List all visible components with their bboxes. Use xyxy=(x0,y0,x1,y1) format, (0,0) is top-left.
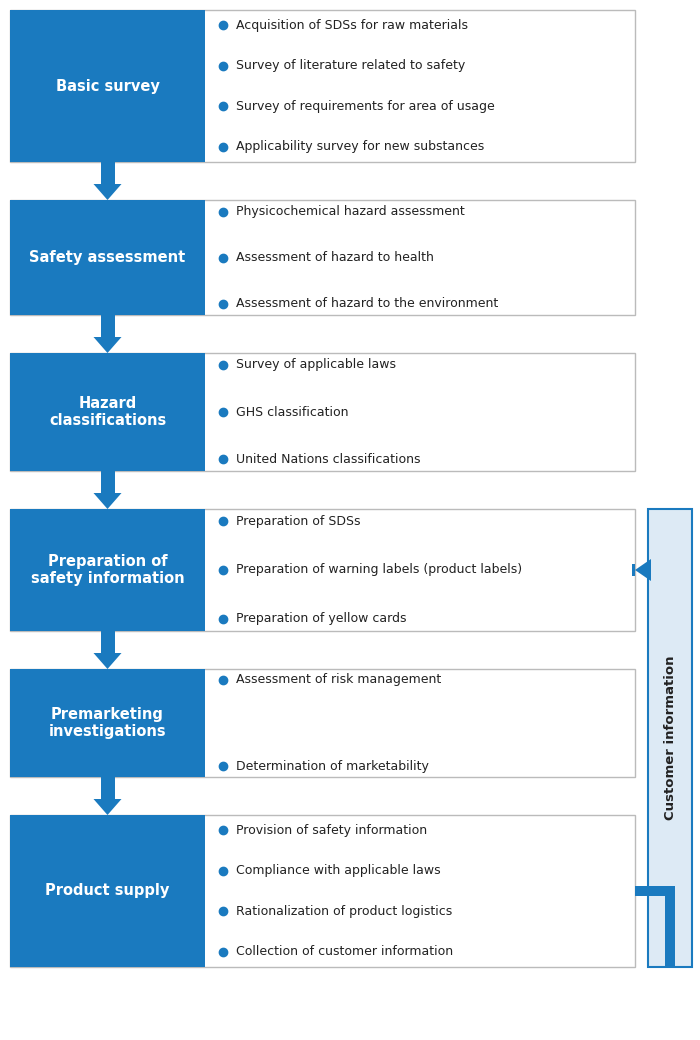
Text: GHS classification: GHS classification xyxy=(236,406,349,418)
Text: Survey of applicable laws: Survey of applicable laws xyxy=(236,359,396,371)
Text: Provision of safety information: Provision of safety information xyxy=(236,824,427,837)
Bar xyxy=(10,353,635,471)
Bar xyxy=(665,891,675,967)
Bar xyxy=(10,669,635,777)
Text: Product supply: Product supply xyxy=(46,884,169,899)
Text: Assessment of hazard to the environment: Assessment of hazard to the environment xyxy=(236,297,498,310)
Text: Physicochemical hazard assessment: Physicochemical hazard assessment xyxy=(236,205,465,218)
Text: Assessment of hazard to health: Assessment of hazard to health xyxy=(236,251,434,264)
Bar xyxy=(10,669,205,777)
Polygon shape xyxy=(94,184,122,200)
Text: Hazard
classifications: Hazard classifications xyxy=(49,396,166,428)
Text: Preparation of
safety information: Preparation of safety information xyxy=(31,553,184,587)
Bar xyxy=(10,10,205,162)
Bar xyxy=(101,162,115,184)
Polygon shape xyxy=(94,653,122,669)
Text: Determination of marketability: Determination of marketability xyxy=(236,759,429,773)
Bar xyxy=(10,815,635,967)
Bar xyxy=(10,509,635,631)
Text: Collection of customer information: Collection of customer information xyxy=(236,945,453,958)
Text: Survey of requirements for area of usage: Survey of requirements for area of usage xyxy=(236,100,495,112)
Text: Assessment of risk management: Assessment of risk management xyxy=(236,673,441,686)
Text: Preparation of warning labels (product labels): Preparation of warning labels (product l… xyxy=(236,564,522,576)
Text: Rationalization of product logistics: Rationalization of product logistics xyxy=(236,905,452,917)
Polygon shape xyxy=(94,493,122,509)
Bar xyxy=(10,200,635,315)
Bar xyxy=(10,200,205,315)
Text: Compliance with applicable laws: Compliance with applicable laws xyxy=(236,864,440,877)
Text: Premarketing
investigations: Premarketing investigations xyxy=(49,707,167,739)
Bar xyxy=(101,315,115,337)
Bar xyxy=(101,471,115,493)
Text: Safety assessment: Safety assessment xyxy=(29,250,186,265)
Polygon shape xyxy=(94,337,122,353)
Bar xyxy=(10,353,205,471)
Text: Customer information: Customer information xyxy=(664,656,676,821)
Bar xyxy=(648,509,692,967)
Bar xyxy=(101,631,115,653)
Bar xyxy=(101,777,115,799)
Text: Preparation of SDSs: Preparation of SDSs xyxy=(236,515,360,527)
Polygon shape xyxy=(635,560,651,581)
Bar xyxy=(635,886,675,896)
Bar xyxy=(632,564,635,576)
Text: United Nations classifications: United Nations classifications xyxy=(236,452,421,466)
Text: Applicability survey for new substances: Applicability survey for new substances xyxy=(236,140,484,153)
Text: Basic survey: Basic survey xyxy=(55,78,160,94)
Text: Survey of literature related to safety: Survey of literature related to safety xyxy=(236,59,466,72)
Text: Preparation of yellow cards: Preparation of yellow cards xyxy=(236,613,407,625)
Polygon shape xyxy=(94,799,122,815)
Bar xyxy=(10,509,205,631)
Bar xyxy=(10,10,635,162)
Bar xyxy=(10,815,205,967)
Text: Acquisition of SDSs for raw materials: Acquisition of SDSs for raw materials xyxy=(236,19,468,31)
